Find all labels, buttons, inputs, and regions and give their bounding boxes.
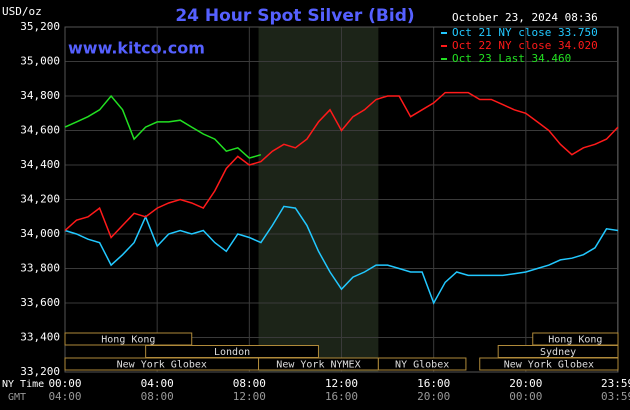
legend-label: Oct 23 Last 34.460 (452, 52, 571, 65)
x2-tick-label: 08:00 (141, 390, 174, 403)
x2-tick-label: 00:00 (509, 390, 542, 403)
x2-tick-label: 03:59 (601, 390, 630, 403)
x-tick-label: 04:00 (141, 377, 174, 390)
x2-tick-label: 16:00 (325, 390, 358, 403)
site-label: www.kitco.com (68, 39, 205, 58)
unit-label: USD/oz (2, 5, 42, 18)
y-tick-label: 33,200 (20, 365, 60, 378)
x-tick-label: 16:00 (417, 377, 450, 390)
session-label: New York Globex (117, 360, 207, 371)
timestamp: October 23, 2024 08:36 (452, 11, 598, 24)
x-axis-label: NY Time (2, 379, 44, 390)
session-label: Hong Kong (101, 335, 155, 346)
session-box (479, 357, 619, 371)
session-label: London (214, 347, 250, 358)
session-label: New York NYMEX (276, 360, 360, 371)
y-tick-label: 34,200 (20, 193, 60, 206)
legend-label: Oct 21 NY close 33.750 (452, 26, 598, 39)
y-tick-label: 34,600 (20, 124, 60, 137)
session-box (377, 357, 467, 371)
y-tick-label: 34,000 (20, 227, 60, 240)
chart-title: 24 Hour Spot Silver (Bid) (175, 6, 414, 26)
series-line (64, 94, 262, 159)
x2-axis-label: GMT (8, 392, 26, 403)
y-tick-label: 35,200 (20, 20, 60, 33)
session-label: Sydney (540, 347, 576, 358)
session-label: New York Globex (504, 360, 594, 371)
session-box (64, 332, 193, 346)
series-line (64, 91, 619, 239)
x-tick-label: 23:59 (601, 377, 630, 390)
series-line (64, 205, 619, 305)
plot-frame (64, 26, 619, 373)
y-tick-label: 33,800 (20, 262, 60, 275)
y-tick-label: 34,400 (20, 158, 60, 171)
x2-tick-label: 20:00 (417, 390, 450, 403)
legend-label: Oct 22 NY close 34.020 (452, 39, 598, 52)
x-tick-label: 00:00 (48, 377, 81, 390)
y-tick-label: 35,000 (20, 55, 60, 68)
y-tick-label: 34,800 (20, 89, 60, 102)
session-label: Hong Kong (548, 335, 602, 346)
x-tick-label: 08:00 (233, 377, 266, 390)
x-tick-label: 12:00 (325, 377, 358, 390)
y-tick-label: 33,400 (20, 331, 60, 344)
x2-tick-label: 12:00 (233, 390, 266, 403)
x-tick-label: 20:00 (509, 377, 542, 390)
y-tick-label: 33,600 (20, 296, 60, 309)
x2-tick-label: 04:00 (48, 390, 81, 403)
session-label: NY Globex (395, 360, 449, 371)
